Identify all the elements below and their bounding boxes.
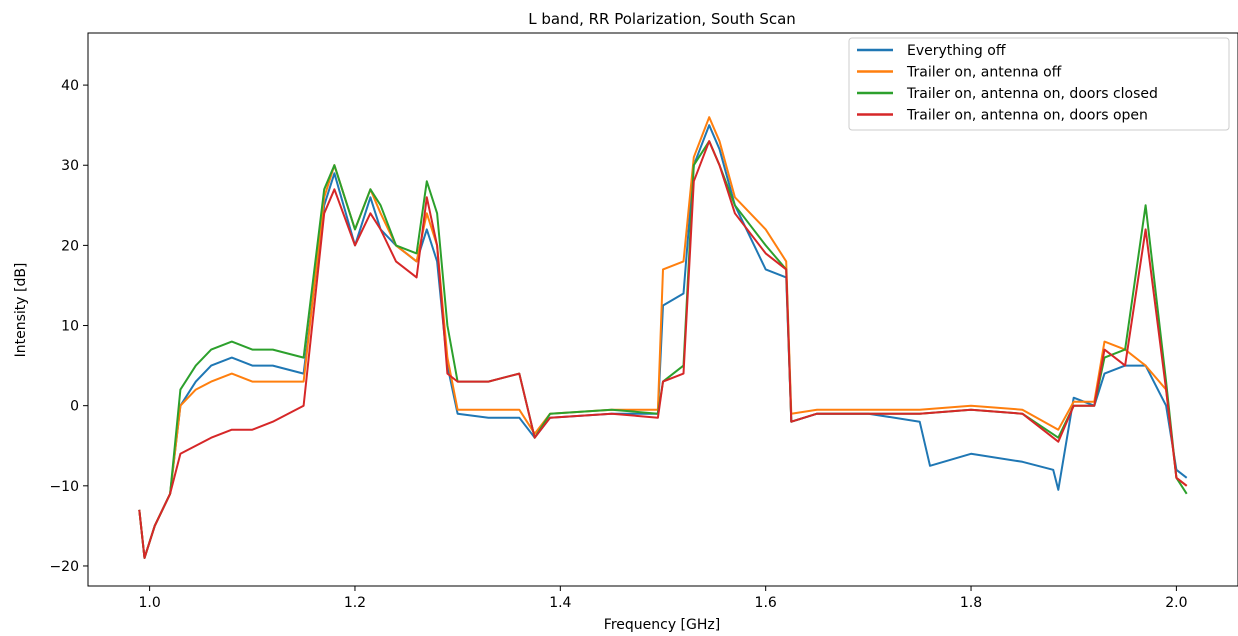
y-tick-label: −10	[49, 479, 79, 495]
y-tick-label: 0	[70, 399, 79, 415]
y-tick-label: 30	[61, 158, 79, 174]
series-layer	[138, 116, 1188, 559]
x-tick-label: 1.0	[138, 595, 160, 611]
x-tick-label: 1.4	[549, 595, 571, 611]
legend: Everything off Trailer on, antenna off Tra…	[848, 37, 1230, 131]
legend-label-4: Trailer on, antenna on, doors open	[906, 108, 1148, 124]
y-axis-label: Intensity [dB]	[13, 263, 29, 358]
series-line-3	[138, 140, 1188, 559]
x-tick-label: 1.8	[960, 595, 982, 611]
y-axis-ticks: −20 −10 0 10 20 30 40	[49, 78, 88, 575]
x-tick-label: 1.6	[755, 595, 777, 611]
x-axis-ticks: 1.0 1.2 1.4 1.6 1.8 2.0	[138, 586, 1188, 611]
y-tick-label: 20	[61, 238, 79, 254]
y-tick-label: −20	[49, 559, 79, 575]
x-axis-label: Frequency [GHz]	[604, 617, 720, 633]
plot-frame	[87, 32, 1238, 587]
legend-label-2: Trailer on, antenna off	[906, 65, 1062, 81]
y-tick-label: 10	[61, 319, 79, 335]
legend-label-1: Everything off	[907, 43, 1006, 59]
chart-title: L band, RR Polarization, South Scan	[528, 10, 796, 28]
series-line-4	[138, 140, 1188, 559]
x-tick-label: 1.2	[344, 595, 366, 611]
legend-box	[848, 37, 1230, 131]
y-tick-label: 40	[61, 78, 79, 94]
x-tick-label: 2.0	[1165, 595, 1187, 611]
legend-label-3: Trailer on, antenna on, doors closed	[906, 86, 1158, 102]
